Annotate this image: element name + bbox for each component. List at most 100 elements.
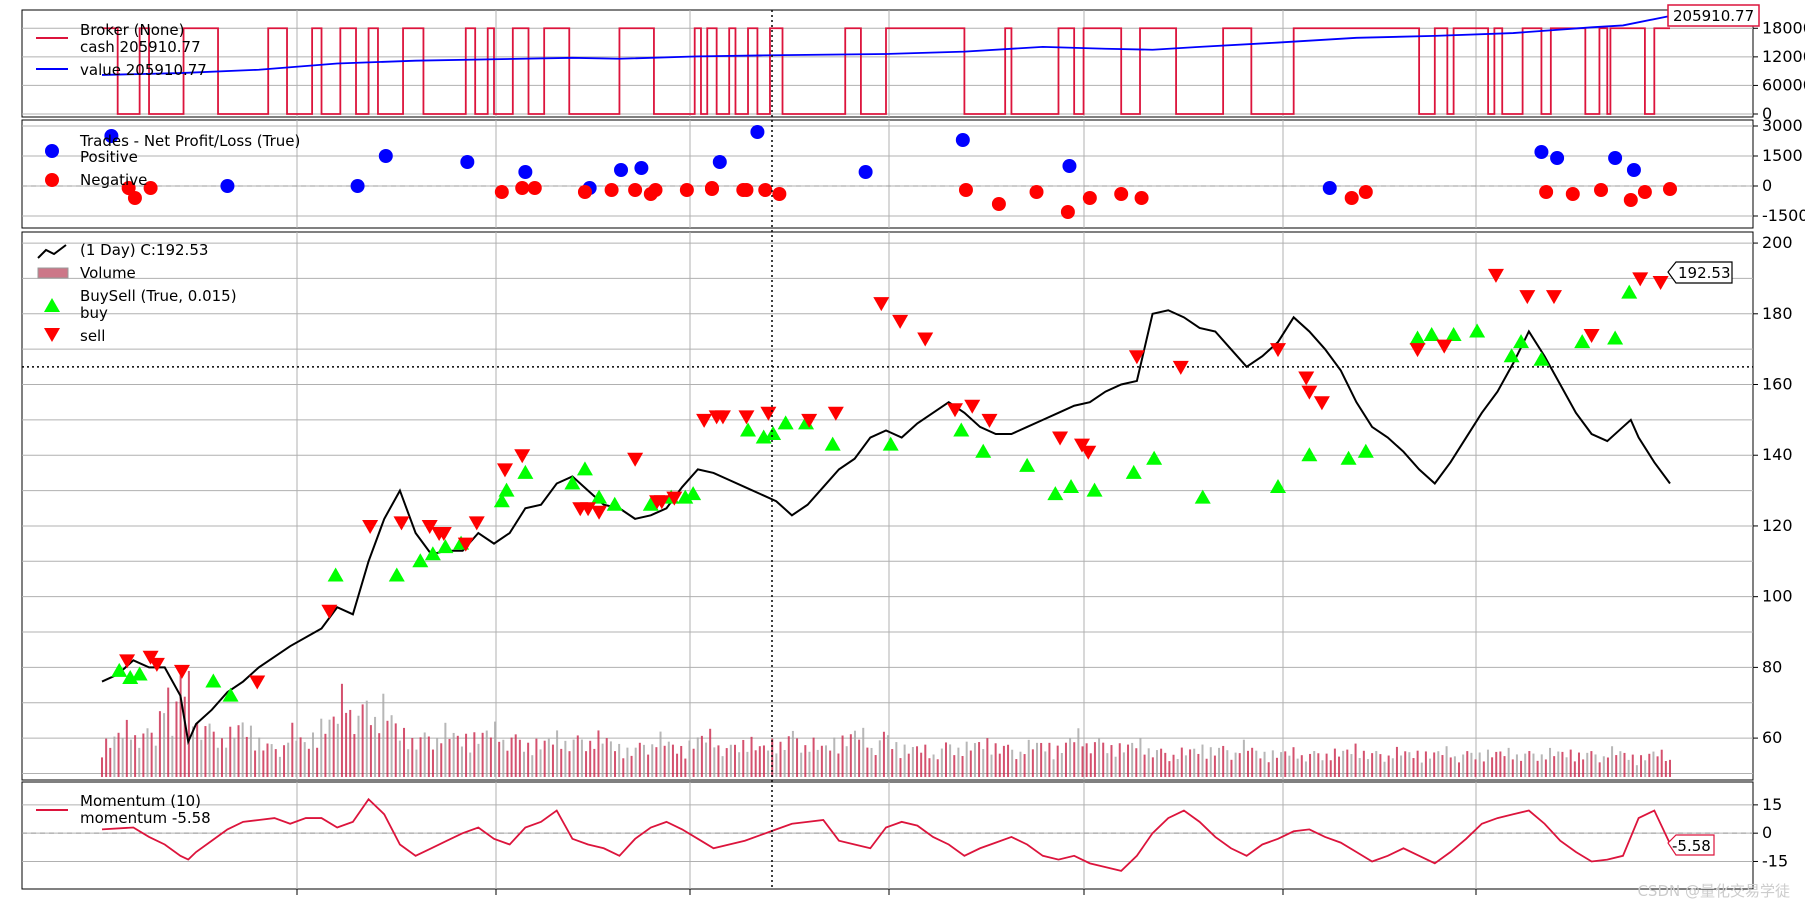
y-tick-label: 0 bbox=[1762, 104, 1772, 123]
volume-bar bbox=[1197, 753, 1200, 777]
volume-bar bbox=[634, 747, 637, 777]
volume-bar bbox=[477, 743, 480, 777]
volume-bar bbox=[969, 750, 972, 777]
volume-bar bbox=[1358, 758, 1361, 777]
volume-bar bbox=[192, 726, 195, 777]
negative-trade-point bbox=[127, 191, 142, 205]
buysell-legend-label: BuySell (True, 0.015) bbox=[80, 287, 237, 305]
volume-bar bbox=[924, 744, 927, 777]
volume-bar bbox=[506, 750, 509, 777]
volume-bar bbox=[965, 741, 968, 777]
volume-bar bbox=[1325, 753, 1328, 777]
volume-bar bbox=[1201, 744, 1204, 777]
volume-bar bbox=[444, 722, 447, 777]
volume-bar bbox=[1089, 753, 1092, 777]
sell-marker bbox=[696, 413, 713, 428]
volume-bar bbox=[920, 752, 923, 777]
volume-bar bbox=[642, 744, 645, 777]
volume-bar bbox=[1462, 754, 1465, 777]
volume-bar bbox=[125, 719, 128, 777]
volume-bar bbox=[1077, 728, 1080, 777]
volume-bar bbox=[688, 740, 691, 777]
volume-bar bbox=[928, 758, 931, 777]
volume-bar bbox=[1420, 762, 1423, 777]
sell-marker bbox=[627, 452, 644, 467]
volume-bar bbox=[212, 731, 215, 777]
y-tick-label: 80 bbox=[1762, 657, 1782, 676]
price-last-value-text: 192.53 bbox=[1678, 264, 1731, 282]
negative-trade-point bbox=[739, 183, 754, 197]
volume-bar bbox=[1412, 758, 1415, 777]
volume-bar bbox=[216, 747, 219, 777]
volume-bar bbox=[1511, 759, 1514, 777]
volume-bar bbox=[1441, 755, 1444, 777]
volume-bar bbox=[167, 687, 170, 777]
y-tick-label: 180000 bbox=[1762, 18, 1805, 37]
negative-trade-point bbox=[704, 182, 719, 196]
volume-bar bbox=[1445, 746, 1448, 777]
buy-marker bbox=[493, 493, 510, 508]
volume-bar bbox=[1048, 742, 1051, 777]
volume-bar bbox=[440, 743, 443, 777]
volume-bar bbox=[1371, 753, 1374, 777]
volume-bar bbox=[1131, 742, 1134, 777]
volume-bar bbox=[1069, 738, 1072, 777]
volume-bar bbox=[1619, 751, 1622, 777]
volume-bar bbox=[262, 750, 265, 777]
volume-bar bbox=[1176, 759, 1179, 777]
buy-marker bbox=[1469, 323, 1486, 338]
volume-bar bbox=[833, 737, 836, 777]
volume-bar bbox=[225, 747, 228, 777]
volume-bar bbox=[1590, 751, 1593, 777]
negative-trade-point bbox=[604, 183, 619, 197]
volume-bar bbox=[1098, 738, 1101, 777]
volume-bar bbox=[1172, 754, 1175, 777]
volume-bar bbox=[378, 733, 381, 777]
volume-bar bbox=[522, 751, 525, 777]
volume-bar bbox=[957, 747, 960, 777]
volume-bar bbox=[564, 740, 567, 777]
volume-bar bbox=[361, 704, 364, 777]
volume-bar bbox=[1635, 765, 1638, 777]
volume-bar bbox=[1213, 755, 1216, 777]
negative-trade-point bbox=[1029, 185, 1044, 199]
sell-marker bbox=[1519, 290, 1536, 305]
volume-bar bbox=[208, 723, 211, 777]
volume-bar bbox=[949, 744, 952, 777]
volume-bar bbox=[196, 722, 199, 777]
buy-marker bbox=[1301, 447, 1318, 462]
negative-trade-point bbox=[494, 185, 509, 199]
volume-bar bbox=[498, 741, 501, 777]
sell-marker bbox=[1128, 350, 1145, 365]
volume-bar bbox=[229, 726, 232, 777]
volume-bar bbox=[1594, 754, 1597, 777]
volume-bar bbox=[1561, 751, 1564, 777]
buy-marker bbox=[1621, 284, 1638, 299]
volume-bar bbox=[618, 743, 621, 777]
volume-bar bbox=[961, 756, 964, 777]
volume-bar bbox=[725, 748, 728, 777]
volume-bar bbox=[837, 753, 840, 777]
volume-bar bbox=[1064, 742, 1067, 777]
volume-bar bbox=[1528, 751, 1531, 777]
volume-bar bbox=[105, 738, 108, 777]
volume-bar bbox=[709, 728, 712, 777]
volume-bar bbox=[1664, 760, 1667, 777]
volume-bar bbox=[1565, 757, 1568, 777]
sell-marker bbox=[1487, 268, 1504, 283]
volume-bar bbox=[1640, 755, 1643, 777]
volume-bar bbox=[891, 749, 894, 777]
sell-marker bbox=[321, 604, 338, 619]
volume-bar bbox=[274, 749, 277, 777]
negative-trade-point bbox=[1344, 191, 1359, 205]
volume-bar bbox=[1114, 756, 1117, 777]
volume-bar bbox=[622, 758, 625, 777]
volume-bar bbox=[1205, 758, 1208, 777]
volume-bar bbox=[580, 739, 583, 777]
volume-bar bbox=[1056, 745, 1059, 777]
volume-bar bbox=[295, 740, 298, 777]
volume-bar bbox=[572, 739, 575, 777]
sell-marker bbox=[738, 410, 755, 425]
volume-bar bbox=[601, 743, 604, 777]
volume-bar bbox=[1106, 753, 1109, 777]
